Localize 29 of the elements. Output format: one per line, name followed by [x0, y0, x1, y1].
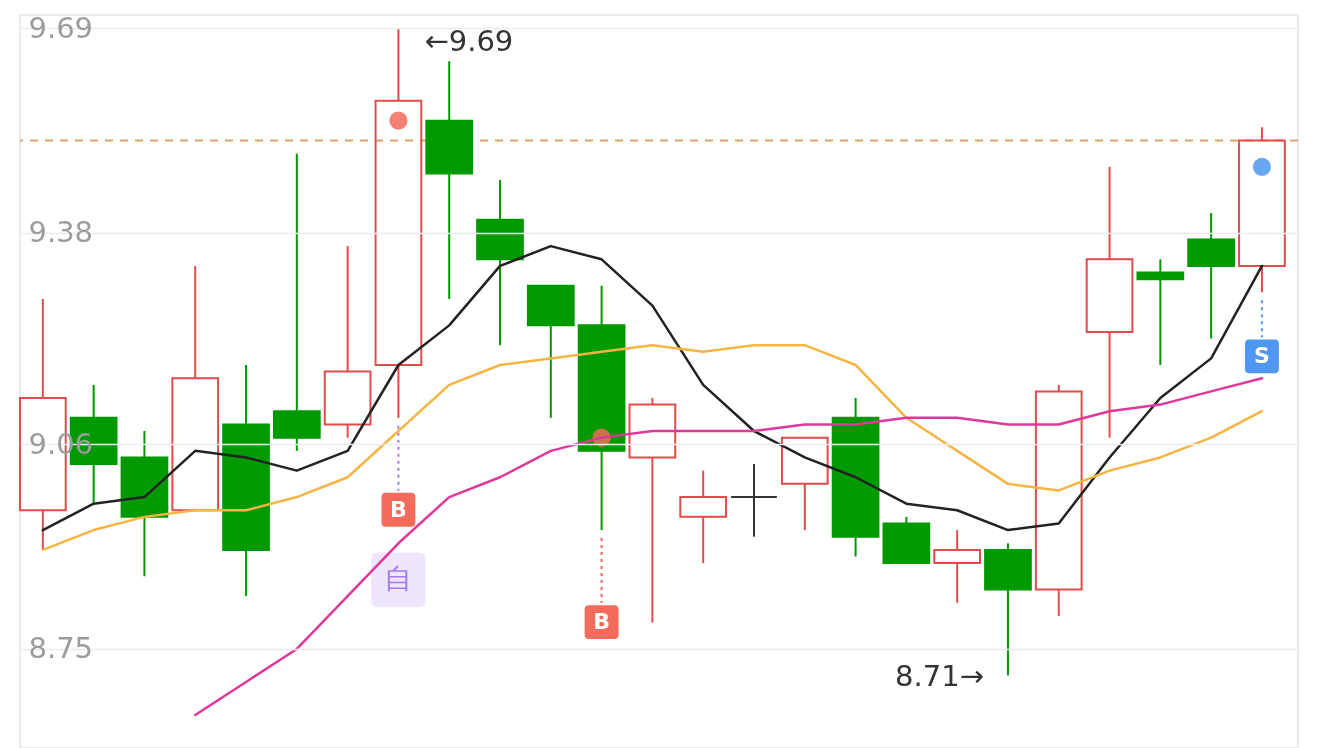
- line-series: [193, 376, 1264, 717]
- candlestick: [831, 397, 880, 558]
- candlestick: [323, 245, 372, 439]
- annotation: 8.71→: [895, 659, 984, 694]
- y-tick-label: 8.75: [28, 631, 94, 666]
- point: [389, 111, 408, 130]
- candlestick: [374, 27, 423, 419]
- candlestick: [1187, 212, 1235, 340]
- candlestick: [730, 463, 778, 538]
- annotation: B: [593, 609, 610, 635]
- candlestick: [1238, 126, 1286, 294]
- candlestick: [476, 179, 524, 347]
- candlestick: [222, 363, 270, 598]
- candlestick: [1136, 258, 1185, 366]
- candlestick: [425, 60, 474, 300]
- annotation: 自: [384, 561, 413, 595]
- candlestick: [984, 542, 1032, 677]
- y-tick-label: 9.69: [28, 10, 94, 45]
- candlestick: [679, 469, 728, 565]
- candlestick: [628, 397, 677, 624]
- annotation: S: [1254, 343, 1270, 369]
- annotation: ←9.69: [424, 24, 514, 59]
- candlestick: [577, 284, 626, 532]
- candlestick: [933, 529, 982, 604]
- candlestick: [120, 430, 169, 578]
- y-tick-label: 9.38: [28, 215, 94, 250]
- annotation: B: [390, 496, 407, 522]
- point: [1252, 157, 1272, 176]
- candlestick: [1085, 165, 1134, 439]
